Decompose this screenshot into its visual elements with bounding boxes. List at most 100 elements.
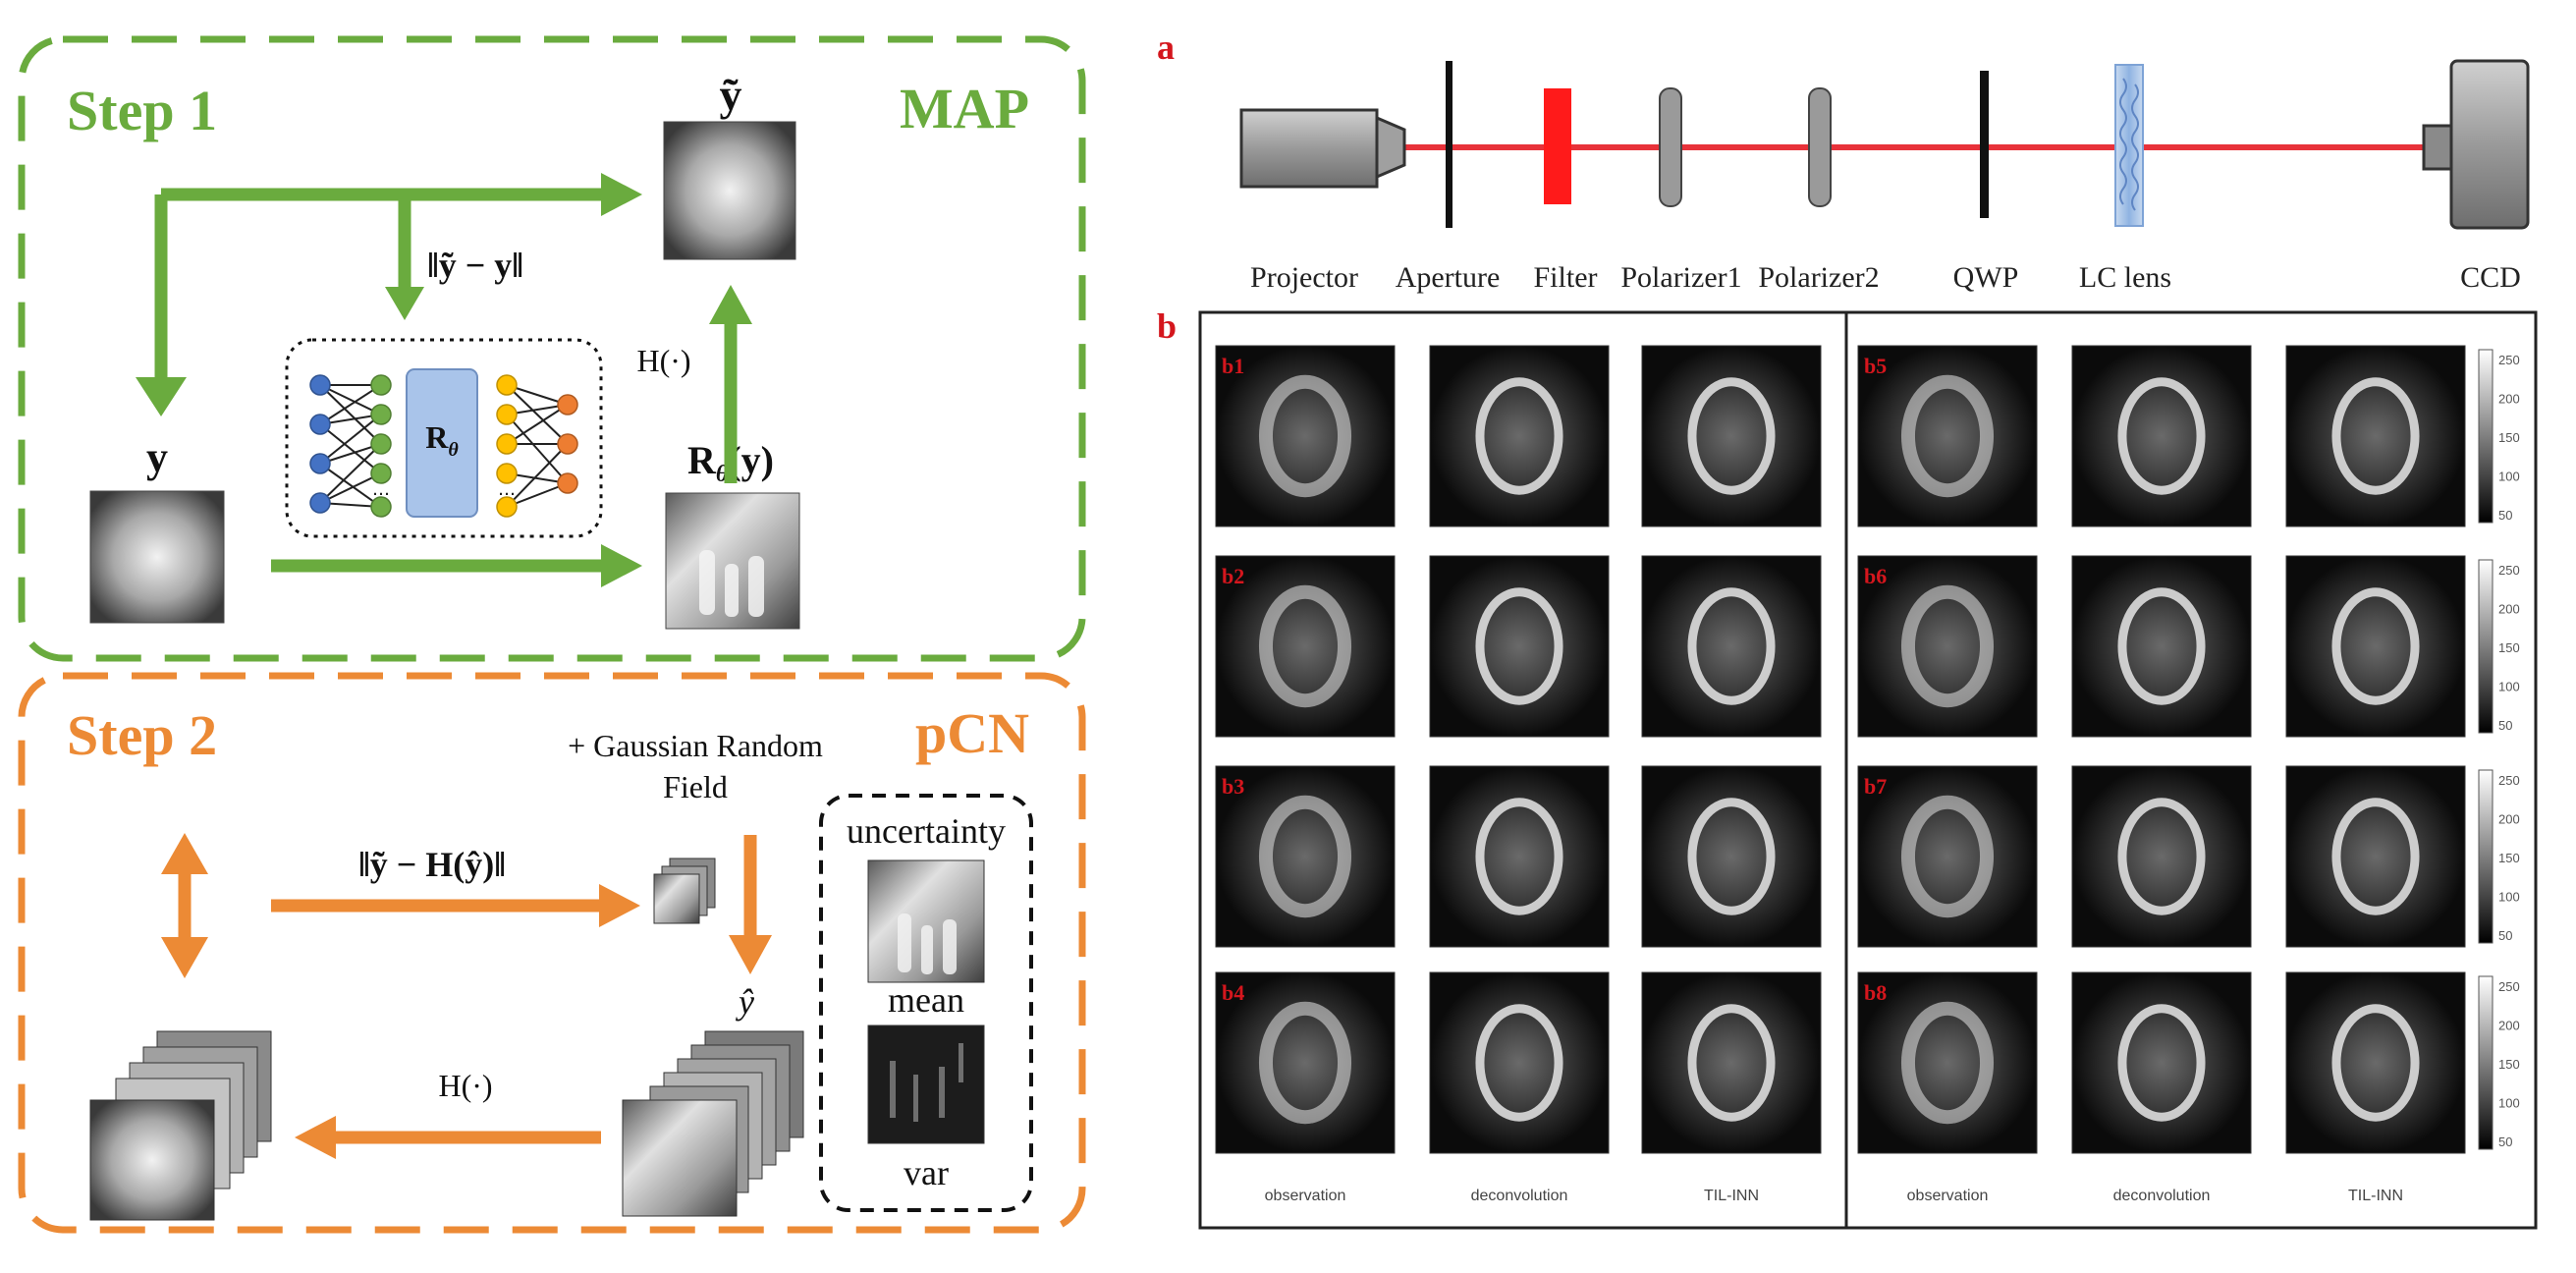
network-block-label: Rθ [425,419,459,461]
result-tile-pattern [1687,1004,1776,1122]
result-tile-image [2285,555,2466,738]
component-labels: Projector Aperture Filter Polarizer1 Pol… [1250,261,2521,294]
step2-method: pCN [915,701,1029,765]
result-tile-image [1429,765,1610,948]
result-tile-pattern [1475,798,1563,915]
arrowhead-right-samples [599,884,640,927]
y-tilde-image [663,121,796,260]
result-tile-pattern [2117,1004,2206,1122]
result-tile-pattern [2331,798,2420,915]
network-nodes-encoder [370,374,392,518]
grf-label-line1: + Gaussian Random [568,728,823,763]
result-tile-pattern [2331,1004,2420,1122]
uncertainty-label: uncertainty [847,811,1006,851]
result-tile [1641,555,1822,738]
result-tile-image [1641,345,1822,527]
component-label-projector: Projector [1250,261,1358,294]
network-block-subscript: θ [448,439,459,461]
var-image-texture [890,1043,963,1122]
result-tile [1641,345,1822,527]
network-output-image [665,492,800,630]
result-tile [1215,765,1396,948]
colorbar: 250 200 150 100 50 [2478,349,2520,524]
network-nodes-decoder [496,374,518,518]
colorbar-tick: 250 [2498,979,2520,994]
result-tile-pattern [1900,795,1995,918]
y-label: y [146,433,168,481]
column-label: observation [1265,1188,1346,1204]
arrowhead-down-yhat [729,935,772,974]
operator-label-step2: H(·) [438,1068,492,1103]
projector-icon [1239,108,1406,189]
column-label: deconvolution [2113,1188,2211,1204]
result-tile-image [1641,765,1822,948]
qwp-icon [1980,71,1989,218]
component-label-polarizer1: Polarizer1 [1620,261,1741,294]
result-tile-pattern [1900,584,1995,708]
y-tilde-sample-stack [89,1030,272,1221]
grf-sample-stack [653,858,716,924]
result-tile-pattern [1687,587,1776,705]
colorbar-tick: 150 [2498,1057,2520,1072]
result-tile-pattern [1475,377,1563,495]
y-image [89,490,225,624]
colorbars: 250 200 150 100 50 250 200 150 100 50 250 200 150 100… [2478,349,2520,1150]
mean-label: mean [888,980,964,1020]
panel-id-label: b6 [1864,564,1887,588]
colorbar-gradient [2478,559,2494,734]
result-tile [1429,555,1610,738]
residual-label-step2: ‖ỹ − H(ŷ)‖ [358,845,506,884]
filter-icon [1544,88,1571,204]
panel-id-label: b8 [1864,980,1887,1005]
result-tile [1641,765,1822,948]
step1-panel: Step 1 MAP ỹ y Rθ(y) [18,35,1086,662]
result-tile-pattern [2117,798,2206,915]
step1-arrowheads [136,173,752,587]
result-tile [1641,971,1822,1154]
component-label-filter: Filter [1534,261,1598,294]
colorbar-tick: 200 [2498,812,2520,827]
panel-id-label: b2 [1222,564,1244,588]
column-label: TIL-INN [1704,1188,1759,1204]
panel-b: b b1 b5 b2 b6 b3 b7 b4 b8 observation deconvolut… [1157,306,2538,1230]
component-label-polarizer2: Polarizer2 [1758,261,1879,294]
colorbar-tick: 100 [2498,890,2520,905]
lc-lens-icon [2114,64,2144,227]
result-tile [2285,555,2466,738]
y-hat-label: ŷ [736,982,754,1022]
network-block-R: R [425,419,449,455]
var-image [867,1024,985,1144]
arrowhead-double-down [161,937,208,978]
component-label-aperture: Aperture [1396,261,1501,294]
result-tile-pattern [1900,1001,1995,1125]
result-tile-image [1429,555,1610,738]
component-label-qwp: QWP [1953,261,2019,294]
arrowhead-left-stack [295,1116,336,1159]
residual-label-step1: ‖ỹ − y‖ [427,246,523,285]
network-block [406,368,478,518]
result-tile [1429,345,1610,527]
mean-image-texture [898,913,957,974]
result-tile-pattern [2331,377,2420,495]
colorbar-tick: 250 [2498,773,2520,788]
column-labels: observation deconvolution TIL-INN observati… [1265,1188,2403,1204]
panel-a-label: a [1157,28,1175,67]
result-tile [2285,345,2466,527]
result-tile [2071,345,2252,527]
component-label-lc-lens: LC lens [2079,261,2171,294]
panel-id-label: b4 [1222,980,1244,1005]
result-tile [1857,345,2038,527]
colorbar-tick: 100 [2498,1096,2520,1111]
result-tile-pattern [1258,584,1352,708]
network-nodes-output [557,394,578,494]
result-tile-image [2071,345,2252,527]
grf-label-line2: Field [663,769,728,804]
result-tile-pattern [2117,377,2206,495]
y-tilde-label: ỹ [720,70,742,120]
result-tile-pattern [1258,795,1352,918]
result-tile [1215,345,1396,527]
step1-dashed-border [18,35,1086,662]
network-nodes-input [309,374,331,514]
panel-id-label: b1 [1222,354,1244,378]
